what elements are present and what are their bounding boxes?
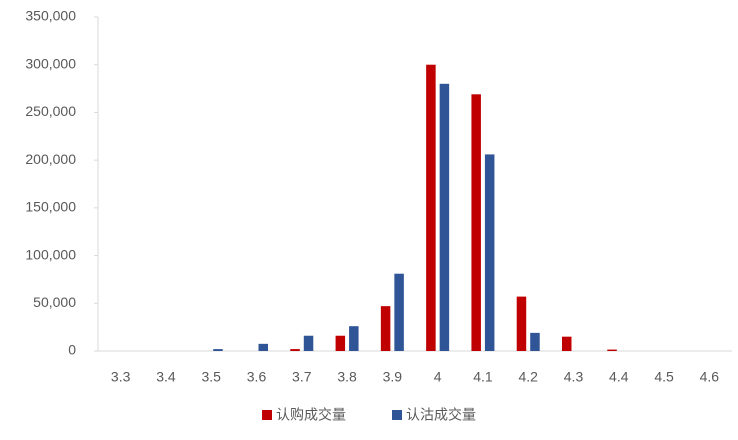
bar [213,349,223,351]
bar [516,296,527,351]
x-tick-label: 3.8 [337,369,357,385]
legend-swatch [392,410,402,420]
bar [530,332,540,351]
bar [303,335,314,351]
bar [562,336,572,351]
y-tick-label: 150,000 [25,199,76,215]
x-tick-label: 4.1 [473,369,493,385]
bar [335,335,346,351]
bar [380,306,391,351]
bar [290,349,300,351]
x-tick-label: 3.4 [156,369,176,385]
y-tick-label: 200,000 [25,151,76,167]
x-tick-label: 3.7 [292,369,312,385]
bar [471,94,481,351]
bar [258,343,268,351]
y-tick-label: 100,000 [25,246,76,262]
y-tick-label: 50,000 [33,294,76,310]
x-tick-label: 4.2 [518,369,538,385]
x-tick-label: 3.3 [111,369,131,385]
x-tick-label: 3.9 [383,369,403,385]
bar [439,83,450,352]
x-tick-label: 3.6 [247,369,267,385]
y-tick-label: 250,000 [25,103,76,119]
x-tick-label: 4.3 [564,369,584,385]
x-tick-label: 4 [434,369,442,385]
x-tick-label: 4.5 [654,369,674,385]
legend-swatch [262,410,272,420]
legend-label: 认购成交量 [276,407,346,423]
x-tick-label: 4.6 [700,369,720,385]
bar [484,154,495,351]
bar [607,349,617,351]
x-tick-label: 4.4 [609,369,629,385]
y-tick-label: 0 [68,342,76,358]
bar [426,64,436,351]
bar [349,326,359,351]
legend-label: 认沽成交量 [406,407,476,423]
x-tick-label: 3.5 [201,369,221,385]
y-tick-label: 300,000 [25,55,76,71]
bar [394,273,404,351]
y-tick-label: 350,000 [25,8,76,24]
